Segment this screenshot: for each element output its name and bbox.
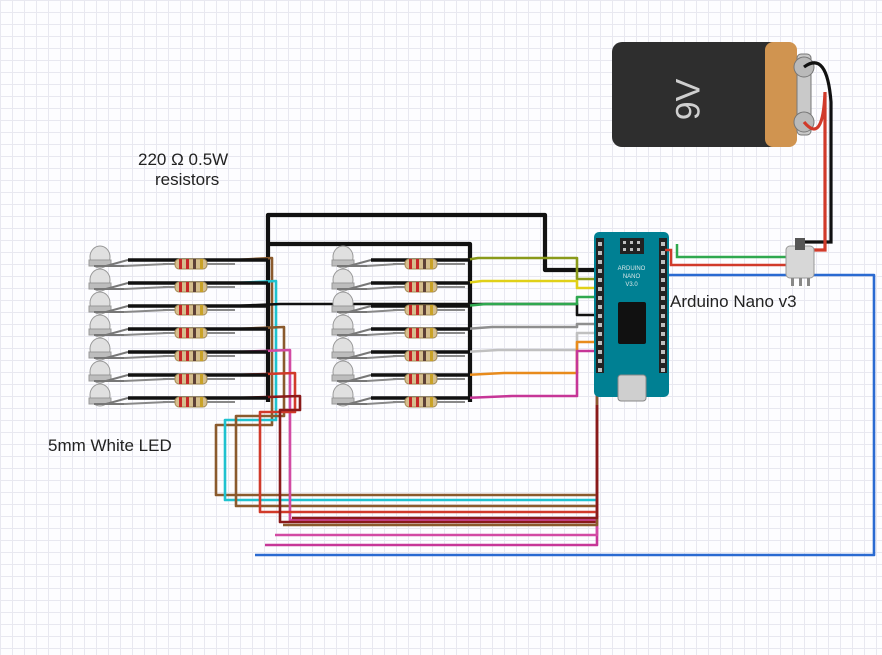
battery	[0, 0, 882, 655]
arduino-label: Arduino Nano v3	[670, 292, 797, 312]
resistors-label-2: resistors	[155, 170, 219, 190]
svg-text:V3.0: V3.0	[625, 282, 638, 288]
svg-text:NANO: NANO	[623, 274, 641, 280]
svg-text:ARDUINO: ARDUINO	[618, 266, 646, 272]
battery-label: 9V	[669, 79, 708, 121]
resistors-label-1: 220 Ω 0.5W	[138, 150, 228, 170]
power-switch	[0, 0, 882, 655]
arduino-nano: ARDUINO NANO V3.0	[0, 0, 882, 655]
leds-resistors	[0, 0, 882, 655]
led-label: 5mm White LED	[48, 436, 172, 456]
wiring-layer	[0, 0, 882, 655]
